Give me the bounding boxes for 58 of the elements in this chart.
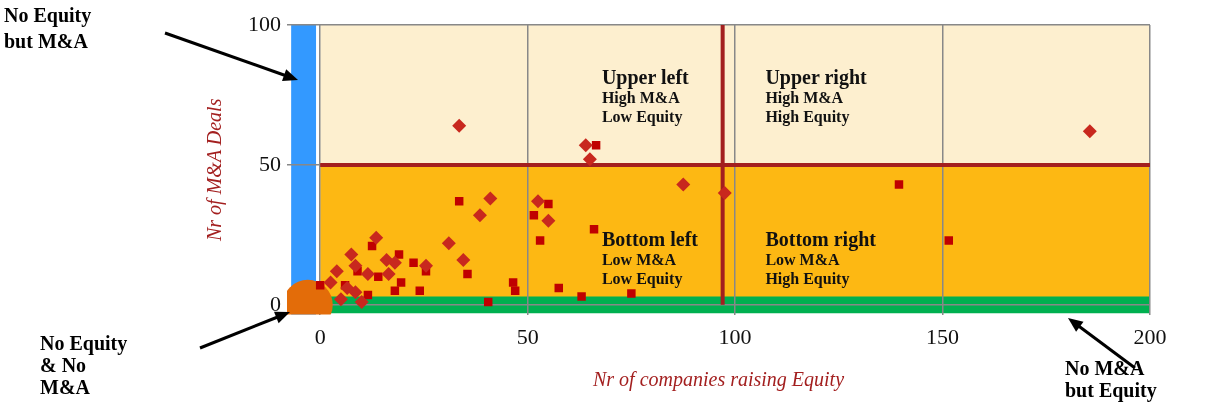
point	[627, 289, 636, 298]
annotation: Upper right High M&A High Equity	[765, 65, 868, 126]
point	[360, 267, 375, 282]
point	[348, 258, 363, 273]
point	[578, 138, 593, 153]
point	[381, 267, 396, 282]
x-tick-label: 100	[718, 323, 752, 349]
point	[544, 199, 553, 209]
point	[589, 225, 599, 234]
point	[374, 272, 383, 282]
point	[541, 213, 556, 228]
point	[472, 208, 487, 223]
point	[454, 197, 464, 206]
point	[452, 118, 467, 133]
point	[508, 278, 518, 287]
y-tick-label: 0	[270, 290, 281, 316]
point	[944, 236, 954, 245]
point	[340, 281, 355, 296]
x-tick-label: 0	[314, 323, 326, 349]
point	[396, 278, 406, 287]
point	[409, 258, 418, 268]
point	[354, 295, 369, 310]
point	[394, 250, 404, 259]
text: No M&A but Equity	[1065, 357, 1157, 402]
point	[1082, 124, 1097, 139]
point	[535, 236, 545, 245]
annotation: Bottom right Low M&A High Equity	[765, 228, 877, 289]
point	[582, 152, 597, 167]
point	[676, 177, 691, 192]
point	[329, 264, 344, 279]
point	[344, 247, 359, 262]
y-axis-title: Nr of M&A Deals	[203, 98, 227, 243]
point	[333, 292, 348, 307]
annotation: Bottom left Low M&A Low Equity	[601, 228, 699, 289]
point	[529, 211, 539, 220]
y-tick-label: 100	[248, 10, 281, 36]
text: No Equity but M&A	[4, 4, 92, 52]
x-tick-label: 200	[1133, 323, 1167, 349]
annotation: Upper left High M&A Low Equity	[601, 65, 690, 126]
point	[463, 269, 472, 279]
point	[369, 230, 384, 245]
point	[441, 236, 456, 251]
point	[577, 292, 586, 301]
point	[531, 194, 546, 209]
text: No Equity & No M&A	[40, 332, 128, 398]
point	[418, 258, 433, 273]
point	[456, 253, 471, 268]
x-axis-title: Nr of companies raising Equity	[591, 368, 845, 392]
x-tick-label: 150	[926, 323, 960, 349]
point	[483, 191, 498, 206]
x-tick-label: 50	[516, 323, 539, 349]
point	[591, 141, 601, 150]
point	[348, 285, 363, 300]
point	[387, 255, 402, 270]
point	[323, 275, 338, 290]
point	[717, 185, 732, 200]
y-tick-label: 50	[259, 150, 281, 176]
point	[894, 180, 904, 189]
